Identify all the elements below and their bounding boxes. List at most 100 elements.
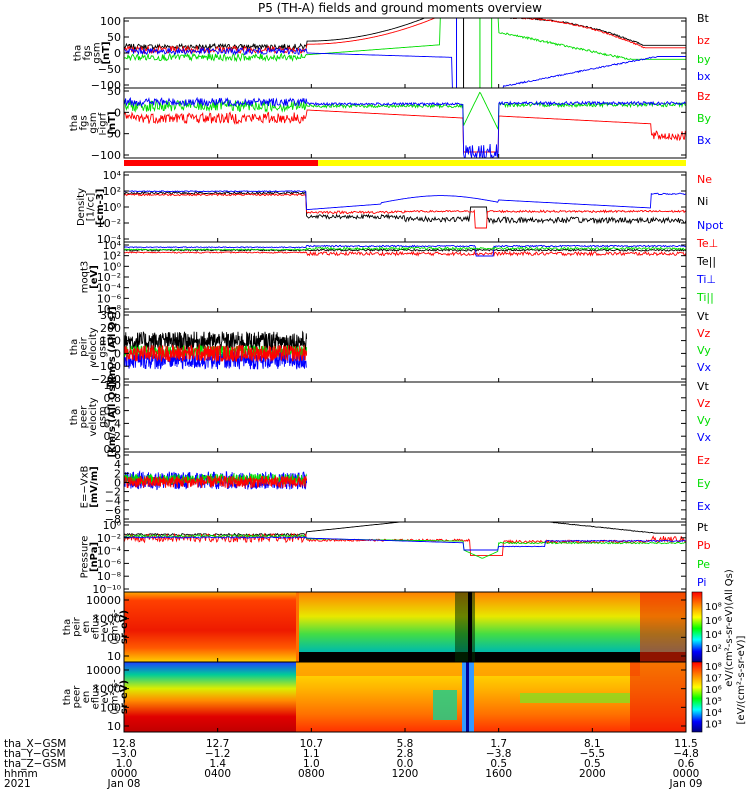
ylabel-line: gsm: [92, 42, 103, 63]
panel-pressure-ylabel: Pressure[nPa]: [80, 536, 101, 579]
panel-temperature-ylabel: moqt3[eV]: [80, 261, 101, 294]
pressure-green-line: [124, 534, 686, 559]
y-tick-label: −2: [105, 486, 121, 499]
ylabel-line: E=−VxB: [80, 466, 91, 509]
y-tick-label: 10⁰: [103, 201, 122, 214]
y-tick-label: 10⁻⁴: [97, 282, 122, 295]
y-tick-label: 1.0: [104, 379, 122, 392]
colorbar-top-tick: 10⁶: [705, 616, 722, 627]
panel-efield-ylabel: E=−VxB[mV/m]: [80, 466, 101, 509]
legend-temperature-te⊥: Te⊥: [696, 237, 718, 250]
colorbar-bottom-label: [eV/(cm²-s-sr-eV)]: [736, 635, 747, 724]
legend-peir_velocity-vz: Vz: [697, 327, 711, 340]
fgs_igrf-green-line: [124, 91, 686, 130]
y-tick-label: 10⁻²: [97, 271, 121, 284]
y-tick-label: 10⁻¹⁰: [92, 583, 121, 596]
fgs-red-line: [124, 18, 686, 55]
ylabel-line: (cm²-s-: [110, 609, 121, 645]
y-tick-label: 10⁻⁸: [97, 303, 122, 316]
pressure-blue-line: [124, 536, 686, 551]
colorbar-bottom-tick: 10⁴: [705, 708, 722, 719]
xaxis-z-value: 0.0: [397, 758, 414, 770]
legend-peer_velocity-vy: Vy: [697, 414, 711, 427]
ylabel-line: tha: [69, 115, 80, 131]
colorbar-bottom-tick: 10⁶: [705, 685, 722, 696]
y-tick-label: −200: [91, 373, 121, 386]
legend-fgs-bz: bz: [697, 34, 710, 47]
y-tick-label: 0.6: [104, 405, 122, 418]
xaxis-z-value: 0.6: [678, 758, 695, 770]
panel-fgs-series: [124, 18, 686, 88]
ylabel-line: fgs: [79, 115, 90, 130]
y-tick-label: 10: [107, 720, 121, 733]
y-tick-label: 10²: [103, 250, 121, 263]
colorbar-bottom-tick: 10⁸: [705, 662, 722, 673]
xaxis-time-value: 0800: [298, 768, 325, 780]
xaxis-z-value: 1.0: [303, 758, 320, 770]
y-tick-label: 10⁻²: [97, 217, 121, 230]
fgs-blue-line: [124, 46, 686, 88]
panel-density: 10⁴ 10² 10⁰ 10⁻² 10⁻⁴ Density[1/cc][cm-3] Ne Ni…: [76, 169, 724, 246]
fgs_igrf-red-line: [124, 109, 686, 153]
y-tick-label: −50: [98, 128, 121, 141]
legend-fgs_igrf-bz: Bz: [697, 90, 711, 103]
legend-peer_velocity-vz: Vz: [697, 397, 711, 410]
ylabel-line: peer: [72, 685, 83, 709]
panel-pressure: 10⁰10⁻²10⁻⁴10⁻⁶10⁻⁸10⁻¹⁰Pressure[nPa]PtP…: [80, 519, 711, 596]
ylabel-line: Density: [76, 188, 87, 226]
y-tick-label: −50: [98, 63, 121, 76]
legend-pressure-pe: Pe: [697, 558, 710, 571]
panel-fgs_igrf-frame: [123, 87, 687, 159]
ylabel-line: [nT]: [107, 111, 118, 134]
y-tick-label: 6: [114, 449, 121, 462]
temperature-red-line: [124, 250, 686, 257]
y-tick-label: 10⁻⁶: [97, 557, 122, 570]
xaxis-row-label: tha_Y−GSM: [4, 748, 66, 760]
legend-peir_velocity-vt: Vt: [697, 310, 710, 323]
legend-fgs-bt: Bt: [697, 12, 710, 25]
y-tick-label: 0: [114, 347, 121, 360]
y-tick-label: 100: [100, 15, 121, 28]
legend-efield-ey: Ey: [697, 477, 711, 490]
peir-spectrogram-image: [124, 592, 686, 662]
y-tick-label: 0: [114, 106, 121, 119]
y-tick-label: 0: [114, 47, 121, 60]
panel-efield-frame: [123, 451, 687, 523]
fgs-black-line: [124, 18, 686, 51]
panel-peir_spectrogram: 10000 1000 100 10 thapeirenefluxeV(cm²-s-sr-…: [62, 591, 687, 663]
panel-pressure-series: [124, 522, 686, 559]
ylabel-line: en: [81, 621, 92, 634]
y-tick-label: 4: [114, 458, 121, 471]
xaxis-x-value: 5.8: [397, 738, 414, 750]
peer-spectrogram-image: [124, 662, 686, 732]
ylabel-line: -igrf: [98, 112, 109, 133]
pressure-black-line: [124, 522, 686, 537]
ylabel-line: moqt3: [80, 261, 91, 294]
legend-temperature-ti⊥: Ti⊥: [696, 273, 716, 286]
ylabel-line: gsm: [88, 112, 99, 133]
xaxis-z-value: 0.5: [584, 758, 601, 770]
xaxis-z-value: 0.5: [490, 758, 507, 770]
xaxis-y-value: −3.8: [486, 748, 512, 760]
xaxis-x-value: 11.5: [674, 738, 697, 750]
xaxis-y-value: 1.1: [303, 748, 320, 760]
density-red-line: [124, 193, 686, 229]
panel-peer_velocity: 1.00.80.60.40.20.0thapeervelocitygsm[km/…: [69, 377, 712, 458]
ylabel-line: tha: [73, 45, 84, 61]
ylabel-line: eV: [100, 620, 111, 633]
temperature-green-line: [124, 246, 686, 251]
ylabel-line: (cm²-s-: [110, 679, 121, 715]
colorbar-top-tick: 10²: [705, 644, 722, 655]
xaxis-time-value: 0400: [204, 768, 231, 780]
y-tick-label: 10⁻⁴: [97, 545, 122, 558]
panel-density-ylabel: Density[1/cc][cm-3]: [76, 188, 106, 226]
xaxis-time-value: 1200: [392, 768, 419, 780]
ylabel-line: eV: [100, 690, 111, 703]
colorbar-bottom-tick: 10⁵: [705, 697, 722, 708]
colorbar-top-tick: 10⁸: [705, 602, 722, 613]
